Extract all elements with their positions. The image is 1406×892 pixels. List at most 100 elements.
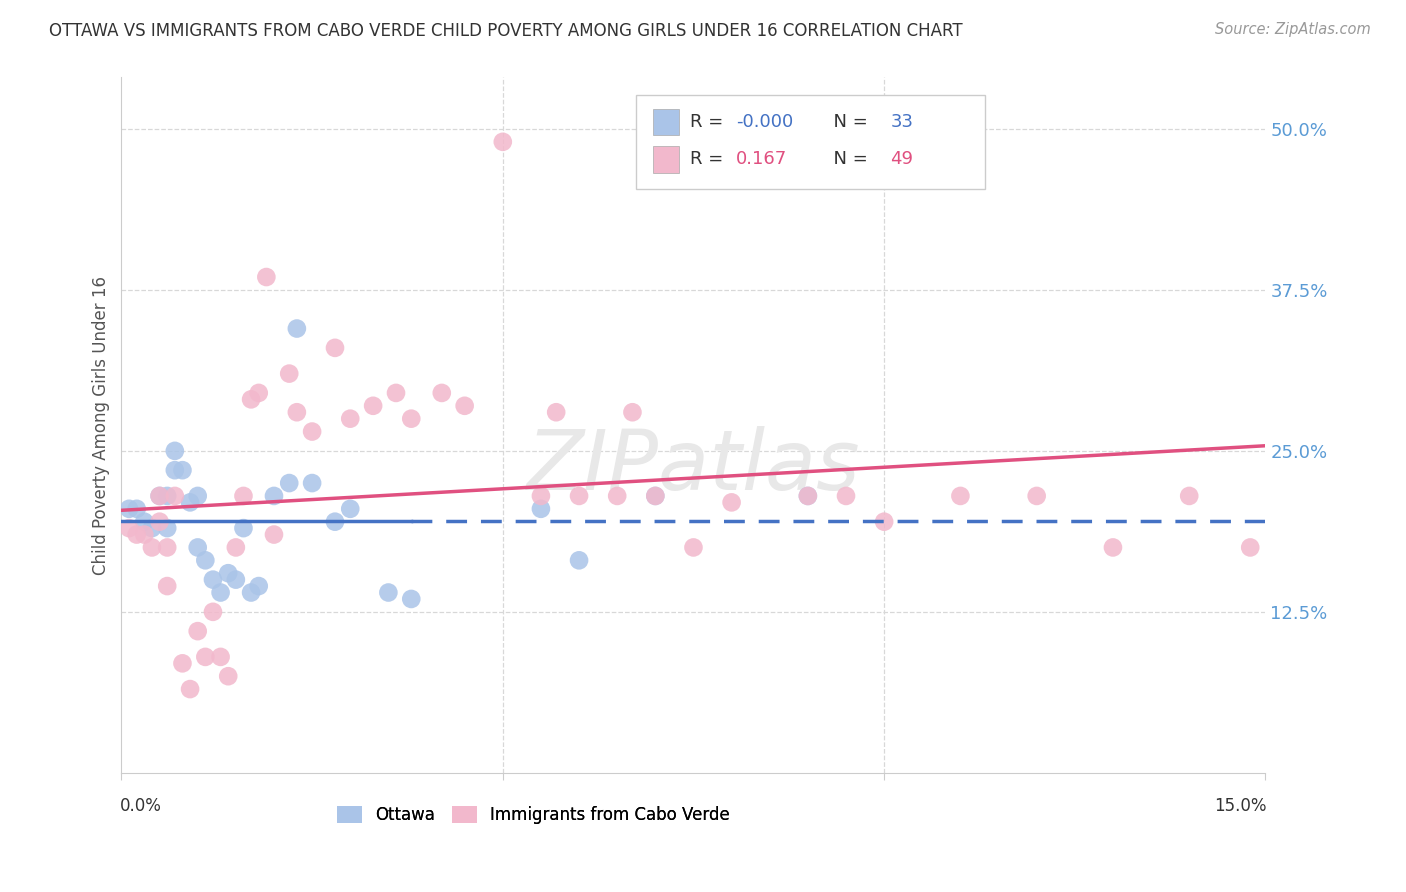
Point bbox=[301, 476, 323, 491]
Point bbox=[797, 489, 820, 503]
Text: R =: R = bbox=[690, 151, 730, 169]
Point bbox=[156, 541, 179, 555]
Point bbox=[263, 527, 285, 541]
Text: 49: 49 bbox=[890, 151, 914, 169]
Text: Source: ZipAtlas.com: Source: ZipAtlas.com bbox=[1215, 22, 1371, 37]
Point bbox=[385, 385, 408, 400]
FancyBboxPatch shape bbox=[654, 146, 679, 173]
Point bbox=[835, 489, 858, 503]
Point bbox=[1102, 541, 1125, 555]
Point bbox=[201, 573, 224, 587]
Point bbox=[148, 489, 170, 503]
Point bbox=[209, 649, 232, 664]
Point bbox=[361, 399, 384, 413]
Point bbox=[240, 392, 263, 407]
Text: N =: N = bbox=[821, 113, 873, 131]
Text: 15.0%: 15.0% bbox=[1215, 797, 1267, 815]
Point bbox=[172, 657, 194, 671]
Text: N =: N = bbox=[821, 151, 873, 169]
Point bbox=[644, 489, 666, 503]
Point bbox=[156, 521, 179, 535]
Point bbox=[232, 489, 254, 503]
Point bbox=[568, 489, 591, 503]
Point bbox=[125, 501, 148, 516]
Point bbox=[163, 489, 186, 503]
Point bbox=[156, 579, 179, 593]
Point bbox=[194, 553, 217, 567]
Point bbox=[201, 605, 224, 619]
Point bbox=[179, 495, 201, 509]
Point bbox=[118, 501, 141, 516]
Point bbox=[148, 515, 170, 529]
Point bbox=[621, 405, 644, 419]
Point bbox=[797, 489, 820, 503]
Point bbox=[949, 489, 972, 503]
Point bbox=[377, 585, 399, 599]
Legend: Ottawa, Immigrants from Cabo Verde: Ottawa, Immigrants from Cabo Verde bbox=[330, 799, 737, 830]
FancyBboxPatch shape bbox=[654, 109, 679, 136]
Point bbox=[285, 405, 308, 419]
Text: 0.0%: 0.0% bbox=[121, 797, 162, 815]
Point bbox=[430, 385, 453, 400]
Point bbox=[141, 521, 163, 535]
Point bbox=[172, 463, 194, 477]
Point bbox=[134, 527, 156, 541]
Point bbox=[179, 682, 201, 697]
Point bbox=[163, 463, 186, 477]
Point bbox=[339, 411, 361, 425]
Point bbox=[217, 669, 239, 683]
Point bbox=[401, 411, 423, 425]
Point bbox=[530, 489, 553, 503]
Point bbox=[401, 591, 423, 606]
Point bbox=[148, 489, 170, 503]
Point bbox=[187, 541, 209, 555]
Text: 0.167: 0.167 bbox=[735, 151, 787, 169]
Point bbox=[156, 489, 179, 503]
Point bbox=[247, 385, 270, 400]
Point bbox=[254, 270, 277, 285]
Point bbox=[187, 489, 209, 503]
Text: 33: 33 bbox=[890, 113, 914, 131]
Point bbox=[568, 553, 591, 567]
Point bbox=[217, 566, 239, 581]
Point bbox=[492, 135, 515, 149]
Text: -0.000: -0.000 bbox=[735, 113, 793, 131]
Point bbox=[225, 573, 247, 587]
Point bbox=[285, 321, 308, 335]
Point bbox=[187, 624, 209, 639]
Point bbox=[141, 541, 163, 555]
Point bbox=[1025, 489, 1047, 503]
Point bbox=[1239, 541, 1261, 555]
Text: OTTAWA VS IMMIGRANTS FROM CABO VERDE CHILD POVERTY AMONG GIRLS UNDER 16 CORRELAT: OTTAWA VS IMMIGRANTS FROM CABO VERDE CHI… bbox=[49, 22, 963, 40]
Point bbox=[873, 515, 896, 529]
Point bbox=[194, 649, 217, 664]
Point bbox=[530, 501, 553, 516]
Point bbox=[323, 515, 346, 529]
Point bbox=[118, 521, 141, 535]
Y-axis label: Child Poverty Among Girls Under 16: Child Poverty Among Girls Under 16 bbox=[93, 276, 110, 574]
Point bbox=[278, 476, 301, 491]
Point bbox=[720, 495, 742, 509]
Point bbox=[125, 527, 148, 541]
Text: ZIPatlas: ZIPatlas bbox=[527, 426, 860, 508]
Point bbox=[644, 489, 666, 503]
Point bbox=[263, 489, 285, 503]
Point bbox=[225, 541, 247, 555]
Point bbox=[301, 425, 323, 439]
Point bbox=[247, 579, 270, 593]
Point bbox=[209, 585, 232, 599]
Point bbox=[134, 515, 156, 529]
Point bbox=[232, 521, 254, 535]
Point bbox=[606, 489, 628, 503]
Point bbox=[682, 541, 704, 555]
FancyBboxPatch shape bbox=[637, 95, 986, 189]
Point bbox=[323, 341, 346, 355]
Point bbox=[453, 399, 475, 413]
Point bbox=[278, 367, 301, 381]
Text: R =: R = bbox=[690, 113, 730, 131]
Point bbox=[1178, 489, 1201, 503]
Point bbox=[339, 501, 361, 516]
Point bbox=[163, 443, 186, 458]
Point bbox=[240, 585, 263, 599]
Point bbox=[546, 405, 568, 419]
